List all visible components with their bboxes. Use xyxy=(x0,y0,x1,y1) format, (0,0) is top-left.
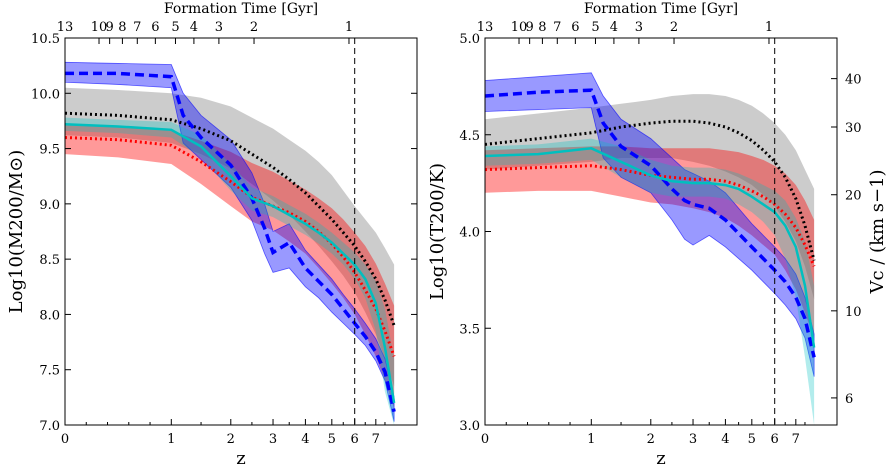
x-tick-label: 4 xyxy=(721,432,729,447)
y-tick-label: 4.5 xyxy=(459,129,480,144)
top-tick-label: 9 xyxy=(106,20,114,35)
top-tick-label: 5 xyxy=(591,20,599,35)
top-tick-label: 13 xyxy=(477,20,494,35)
top-tick-label: 6 xyxy=(571,20,579,35)
vc-tick-label: 30 xyxy=(845,121,862,136)
x-tick-label: 5 xyxy=(748,432,756,447)
plot-area xyxy=(485,38,816,425)
x-tick-label: 3 xyxy=(269,432,277,447)
top-tick-label: 13 xyxy=(57,20,74,35)
axes-frame xyxy=(64,37,418,426)
y-tick-label: 9.0 xyxy=(39,198,60,213)
median-line-series-2 xyxy=(485,88,816,358)
median-line-series-0 xyxy=(65,111,396,327)
x-tick-label: 1 xyxy=(587,432,595,447)
top-axis-label: Formation Time [Gyr] xyxy=(164,1,318,17)
x-tick-label: 4 xyxy=(301,432,309,447)
y-axis-label: Log10(T200/K) xyxy=(427,163,448,300)
top-tick-label: 9 xyxy=(526,20,534,35)
top-tick-label: 10 xyxy=(91,20,108,35)
x-tick-label: 1 xyxy=(167,432,175,447)
x-tick-label: 7 xyxy=(792,432,800,447)
top-axis-label: Formation Time [Gyr] xyxy=(584,1,738,17)
x-tick-label: 0 xyxy=(481,432,489,447)
y-tick-label: 7.0 xyxy=(39,419,60,434)
band-series-3 xyxy=(65,117,395,425)
y-axis-label: Log10(M200/M⊙) xyxy=(6,150,27,314)
x-axis-label: z xyxy=(236,448,245,469)
y-tick-label: 3.5 xyxy=(459,322,480,337)
y-tick-label: 8.0 xyxy=(39,308,60,323)
vc-tick-label: 10 xyxy=(845,305,862,320)
top-tick-label: 2 xyxy=(250,20,258,35)
band-series-2 xyxy=(65,61,395,422)
top-tick-label: 1 xyxy=(345,20,353,35)
band-series-0 xyxy=(485,94,815,300)
x-tick-label: 3 xyxy=(689,432,697,447)
x-tick-label: 6 xyxy=(771,432,779,447)
top-tick-label: 10 xyxy=(511,20,528,35)
median-line-series-0 xyxy=(485,119,816,261)
vc-axis-label: Vc / (km s−1) xyxy=(867,169,888,294)
x-tick-label: 2 xyxy=(647,432,655,447)
median-line-series-3 xyxy=(485,147,816,348)
top-tick-label: 4 xyxy=(610,20,618,35)
vc-tick-label: 20 xyxy=(845,189,862,204)
y-tick-label: 3.0 xyxy=(459,419,480,434)
y-tick-label: 8.5 xyxy=(39,253,60,268)
top-tick-label: 2 xyxy=(670,20,678,35)
vc-tick-label: 40 xyxy=(845,73,862,88)
median-line-series-2 xyxy=(65,71,396,413)
vc-tick-label: 6 xyxy=(845,392,853,407)
y-tick-label: 10.5 xyxy=(31,32,60,47)
top-tick-label: 4 xyxy=(190,20,198,35)
top-tick-label: 8 xyxy=(118,20,126,35)
band-series-0 xyxy=(65,87,395,387)
median-line-series-3 xyxy=(65,122,396,404)
x-tick-label: 6 xyxy=(351,432,359,447)
top-tick-label: 7 xyxy=(553,20,561,35)
top-tick-label: 1 xyxy=(765,20,773,35)
y-tick-label: 10.0 xyxy=(31,87,60,102)
y-tick-label: 9.5 xyxy=(39,143,60,158)
x-tick-label: 2 xyxy=(227,432,235,447)
y-tick-label: 4.0 xyxy=(459,226,480,241)
top-tick-label: 6 xyxy=(151,20,159,35)
top-tick-label: 3 xyxy=(635,20,643,35)
x-tick-label: 7 xyxy=(372,432,380,447)
top-tick-label: 3 xyxy=(215,20,223,35)
band-series-1 xyxy=(485,146,815,338)
band-series-2 xyxy=(485,72,815,377)
top-tick-label: 5 xyxy=(171,20,179,35)
plot-area xyxy=(65,38,396,425)
x-tick-label: 5 xyxy=(328,432,336,447)
x-tick-label: 0 xyxy=(61,432,69,447)
y-tick-label: 5.0 xyxy=(459,32,480,47)
median-line-series-1 xyxy=(65,136,396,357)
top-tick-label: 7 xyxy=(133,20,141,35)
x-axis-label: z xyxy=(656,448,665,469)
y-tick-label: 7.5 xyxy=(39,364,60,379)
band-series-1 xyxy=(65,124,395,409)
median-line-series-1 xyxy=(485,164,816,267)
top-tick-label: 8 xyxy=(538,20,546,35)
